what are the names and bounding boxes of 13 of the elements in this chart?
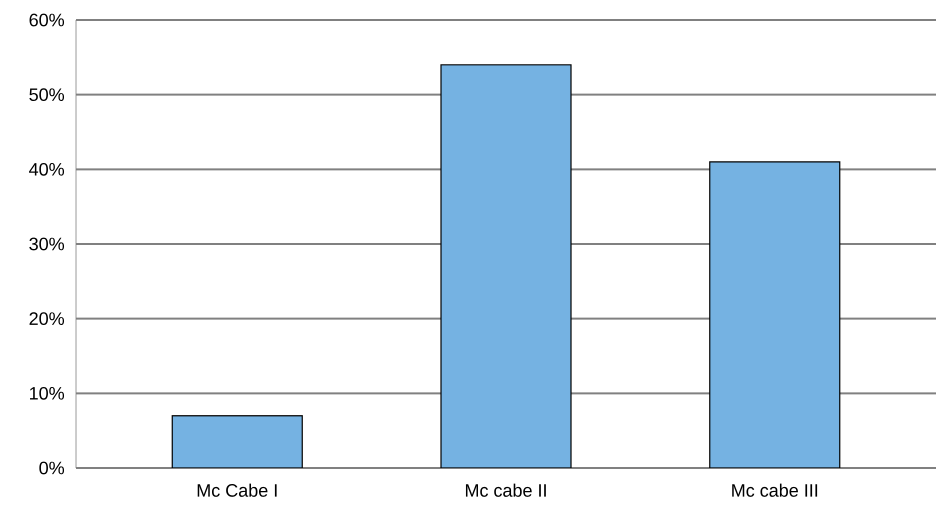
y-tick-label: 60% [30, 14, 64, 26]
y-tick-label: 30% [29, 238, 64, 250]
bar [172, 415, 303, 468]
x-tick-label: Mc Cabe I [198, 484, 277, 497]
y-tick-label: 50% [29, 88, 64, 102]
bar [440, 64, 572, 468]
bar [709, 161, 840, 468]
x-tick-label: Mc cabe III [732, 484, 818, 497]
y-tick-label: 20% [30, 312, 64, 326]
y-tick-label: 0% [39, 462, 64, 474]
x-tick-label: Mc cabe II [466, 484, 546, 497]
y-tick-label: 10% [30, 386, 64, 400]
y-tick-label: 40% [29, 162, 64, 176]
